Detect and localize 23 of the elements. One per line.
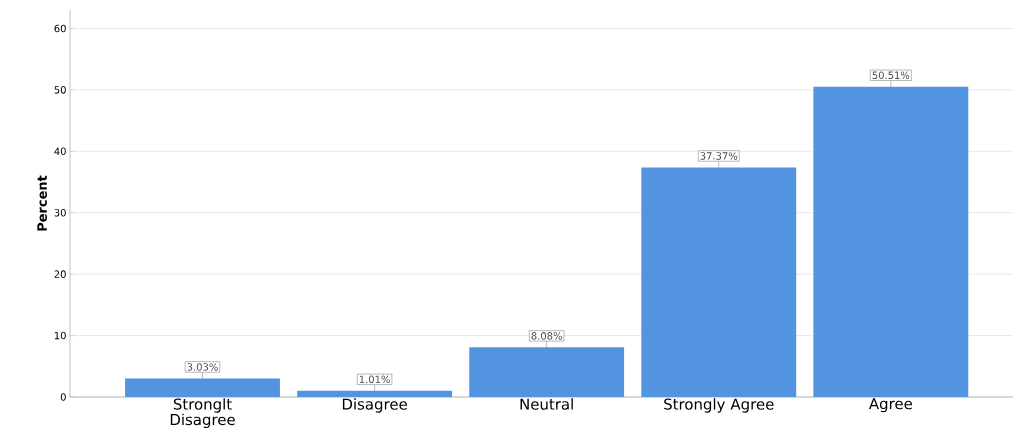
bar [469,347,625,397]
y-tick-label: 0 [60,393,66,401]
x-tick-label: Strongly Agree [664,398,774,413]
x-tick-label: Neutral [520,398,573,410]
y-axis-title: Percent [37,175,47,231]
data-label: 8.08% [531,332,562,340]
data-label: 1.01% [359,375,390,384]
bar [813,86,969,397]
y-tick-label: 20 [54,270,66,278]
x-tick-label: Agree [868,398,912,413]
bar [641,167,797,397]
y-tick-label: 60 [54,24,66,33]
bar [297,390,453,397]
x-tick-label: Stronglt Disagree [170,398,235,429]
y-tick-label: 50 [54,86,66,94]
data-label: 50.51% [872,71,910,80]
data-label: 3.03% [187,363,218,371]
y-tick-label: 10 [54,331,66,340]
y-tick-label: 30 [54,208,66,217]
x-tick-label: Disagree [342,398,407,413]
bar [125,378,280,397]
data-label: 37.37% [700,152,738,160]
y-tick-label: 40 [54,147,66,156]
